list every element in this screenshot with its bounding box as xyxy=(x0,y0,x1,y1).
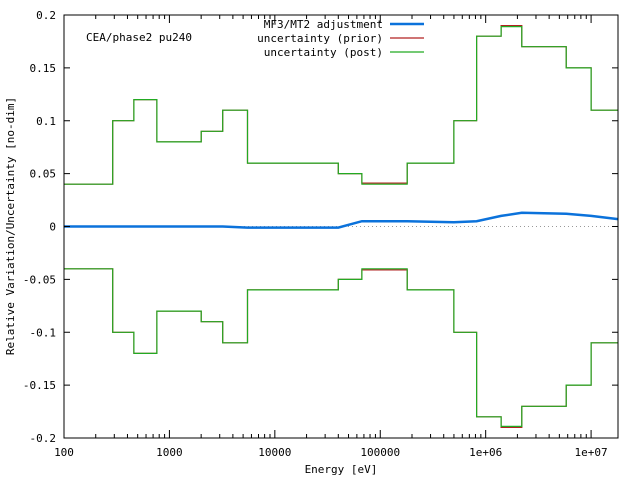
plot-area xyxy=(64,25,619,428)
x-axis: 100 1000 10000 100000 1e+06 1e+07 xyxy=(54,15,608,459)
x-tick-label: 10000 xyxy=(258,446,291,459)
x-tick-label: 1e+06 xyxy=(469,446,502,459)
x-tick-label: 100000 xyxy=(360,446,400,459)
x-tick-label: 1000 xyxy=(156,446,183,459)
y-tick-label: -0.1 xyxy=(30,326,57,339)
x-axis-label: Energy [eV] xyxy=(305,463,378,476)
y-axis-label: Relative Variation/Uncertainty [no-dim] xyxy=(4,97,17,355)
legend-label-mf3-mt2-adjustment: MF3/MT2 adjustment xyxy=(264,18,383,31)
y-tick-label: 0.1 xyxy=(36,115,56,128)
legend-label-uncertainty-prior: uncertainty (prior) xyxy=(257,32,383,45)
y-tick-label: 0.2 xyxy=(36,9,56,22)
y-tick-label: -0.05 xyxy=(23,273,56,286)
legend-label-uncertainty-post: uncertainty (post) xyxy=(264,46,383,59)
x-tick-label: 1e+07 xyxy=(575,446,608,459)
series-line-uncertainty-post-lower xyxy=(64,268,618,427)
y-tick-label: 0 xyxy=(49,221,56,234)
x-tick-label: 100 xyxy=(54,446,74,459)
y-tick-label: 0.15 xyxy=(30,62,57,75)
y-tick-label: 0.05 xyxy=(30,168,57,181)
series-line-mf3-mt2-adjustment xyxy=(64,211,619,229)
series-line-uncertainty-prior-lower xyxy=(64,268,618,428)
series-line-uncertainty-post-upper xyxy=(64,26,618,185)
y-tick-label: -0.2 xyxy=(30,432,57,445)
chart-annotation: CEA/phase2 pu240 xyxy=(86,31,192,44)
y-axis: 0.2 0.15 0.1 0.05 0 -0.05 -0.1 -0.15 -0.2 xyxy=(23,9,618,445)
y-tick-label: -0.15 xyxy=(23,379,56,392)
